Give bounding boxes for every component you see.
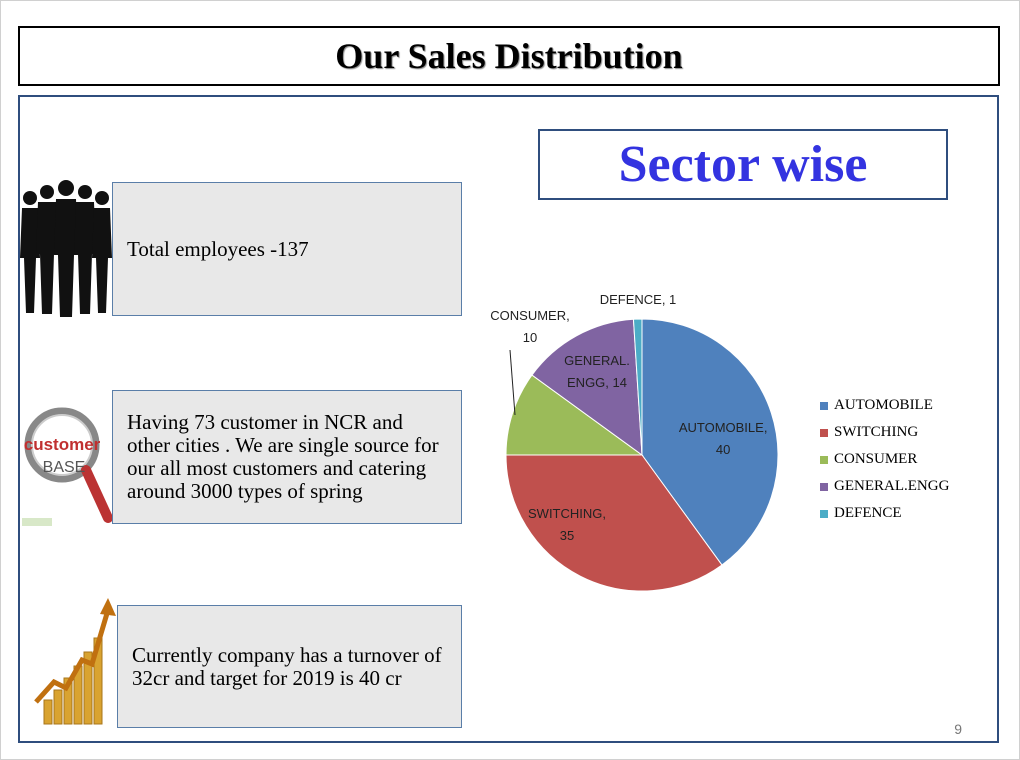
legend-label: GENERAL.ENGG [834,478,950,494]
data-label-text: GENERAL. [564,353,630,368]
growth-coins-chart-icon [26,590,118,730]
info-box-turnover: Currently company has a turnover of 32cr… [117,605,462,728]
chart-title-box: Sector wise [538,129,948,200]
data-label-consumer: CONSUMER, 10 [490,308,569,345]
leader-line [509,349,516,416]
slide-title: Our Sales Distribution [335,36,683,76]
legend-label: SWITCHING [834,424,919,440]
people-silhouettes-icon [20,180,112,320]
slide-title-box: Our Sales Distribution [18,26,1000,86]
data-label-text: 40 [716,442,730,457]
legend-item-switching: SWITCHING [820,419,949,446]
data-label-automobile: AUTOMOBILE, 40 [679,420,768,457]
data-label-defence: DEFENCE, 1 [600,292,677,307]
info-text-turnover: Currently company has a turnover of 32cr… [132,642,442,690]
customer-icon-text-bottom: BASE [43,459,86,476]
pie-slice-general-engg [531,318,643,457]
pie-slice-automobile [641,318,779,566]
info-box-employees: Total employees -137 [112,182,462,316]
legend-swatch [820,455,828,464]
data-label-text: ENGG, 14 [567,375,627,390]
content-frame [18,95,999,743]
info-text-employees: Total employees -137 [127,236,309,261]
legend-label: CONSUMER [834,451,918,467]
legend-item-automobile: AUTOMOBILE [820,392,949,419]
data-label-text: CONSUMER, [490,308,569,323]
data-label-text: DEFENCE, 1 [600,292,677,307]
data-label-general-engg: GENERAL. ENGG, 14 [564,353,630,390]
customer-base-magnifier-icon: customer BASE [20,390,112,530]
page-number: 9 [954,721,962,737]
pie-slice-defence [632,318,643,456]
info-text-customers: Having 73 customer in NCR and other citi… [127,410,439,503]
chart-legend: AUTOMOBILE SWITCHING CONSUMER GENERAL.ENGG D… [820,392,949,527]
pie-chart: AUTOMOBILE, 40 SWITCHING, 35 CONSUMER, 10 GENE… [490,292,779,592]
legend-swatch [820,509,828,518]
info-box-customers: Having 73 customer in NCR and other citi… [112,390,462,524]
chart-title: Sector wise [618,136,868,193]
legend-swatch [820,401,828,410]
data-label-text: AUTOMOBILE, [679,420,768,435]
legend-label: AUTOMOBILE [834,397,933,413]
data-label-text: 35 [560,528,574,543]
pie-slice-switching [505,454,723,592]
customer-icon-text-top: customer [24,435,101,454]
pie-slice-consumer [505,374,644,456]
data-label-text: SWITCHING, [528,506,606,521]
legend-item-defence: DEFENCE [820,500,949,527]
legend-label: DEFENCE [834,505,902,521]
data-label-text: 10 [523,330,537,345]
legend-item-consumer: CONSUMER [820,446,949,473]
data-label-switching: SWITCHING, 35 [528,506,606,543]
legend-swatch [820,482,828,491]
legend-swatch [820,428,828,437]
legend-item-general-engg: GENERAL.ENGG [820,473,949,500]
